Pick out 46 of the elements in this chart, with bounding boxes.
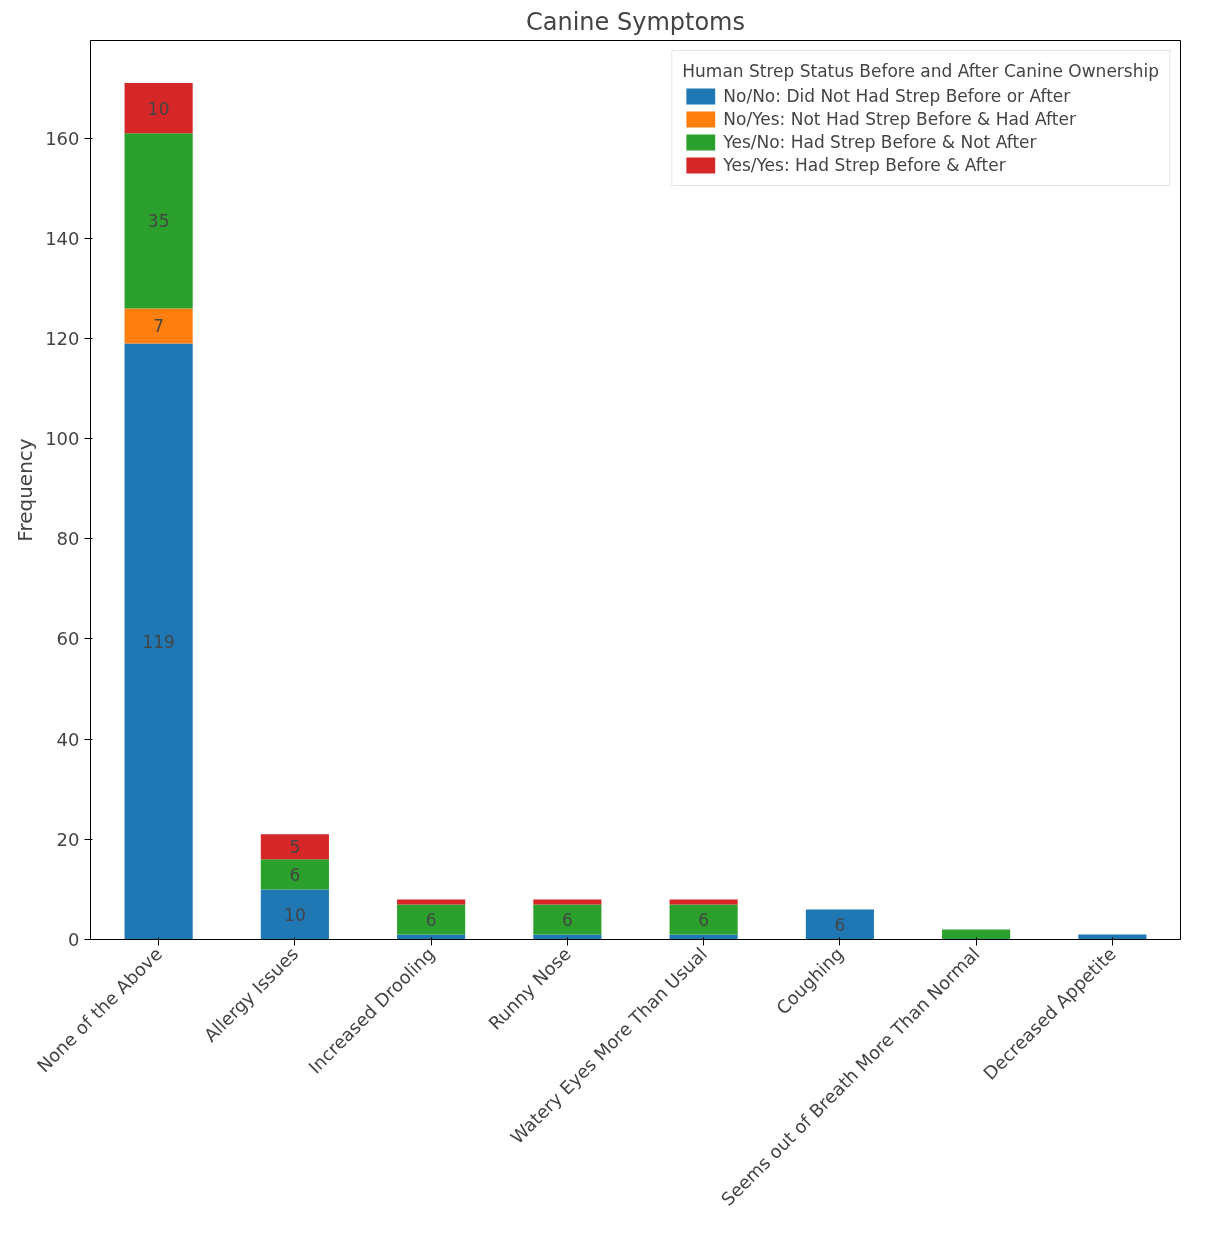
data-label: 6 <box>425 909 437 930</box>
legend-label: Yes/No: Had Strep Before & Not After <box>723 132 1037 152</box>
bar <box>533 904 602 935</box>
data-label: 5 <box>289 837 301 858</box>
data-label: 6 <box>698 909 710 930</box>
data-label: 6 <box>561 909 573 930</box>
bar <box>669 904 738 935</box>
bar <box>124 308 193 344</box>
y-axis-title: Frequency <box>13 438 38 542</box>
legend-title: Human Strep Status Before and After Canine Ownership <box>682 61 1159 81</box>
legend-label: No/No: Did Not Had Strep Before or After <box>723 86 1071 106</box>
legend-label: No/Yes: Not Had Strep Before & Had After <box>723 109 1076 129</box>
bar <box>942 929 1011 940</box>
bar <box>260 889 329 940</box>
bar <box>260 834 329 860</box>
data-label: 119 <box>142 632 175 652</box>
y-tick-label: 140 <box>45 227 80 249</box>
bar <box>397 904 466 935</box>
data-label: 7 <box>153 316 165 337</box>
bar <box>124 83 193 134</box>
y-tick-label: 40 <box>56 728 80 750</box>
bar <box>533 899 602 905</box>
legend-label: Yes/Yes: Had Strep Before & After <box>723 155 1006 175</box>
y-tick-label: 120 <box>45 328 80 349</box>
bar <box>533 934 602 940</box>
bar <box>260 859 329 890</box>
bar <box>805 909 874 940</box>
bar <box>669 899 738 905</box>
chart-title: Canine Symptoms <box>526 7 745 36</box>
y-tick-label: 20 <box>56 828 80 850</box>
y-tick-label: 80 <box>56 528 80 550</box>
data-label: 6 <box>834 914 846 935</box>
bar <box>124 343 193 940</box>
y-tick-label: 100 <box>45 428 80 450</box>
data-label: 6 <box>289 864 301 885</box>
bar <box>124 133 193 309</box>
data-label: 10 <box>147 98 170 119</box>
y-tick-label: 60 <box>56 628 80 650</box>
y-tick-label: 0 <box>68 929 80 950</box>
data-label: 35 <box>147 211 170 232</box>
bar <box>397 899 466 905</box>
bar <box>1078 934 1147 940</box>
y-tick-label: 160 <box>45 127 80 149</box>
data-label: 10 <box>284 904 306 925</box>
bar <box>397 934 466 940</box>
bar <box>669 934 738 940</box>
